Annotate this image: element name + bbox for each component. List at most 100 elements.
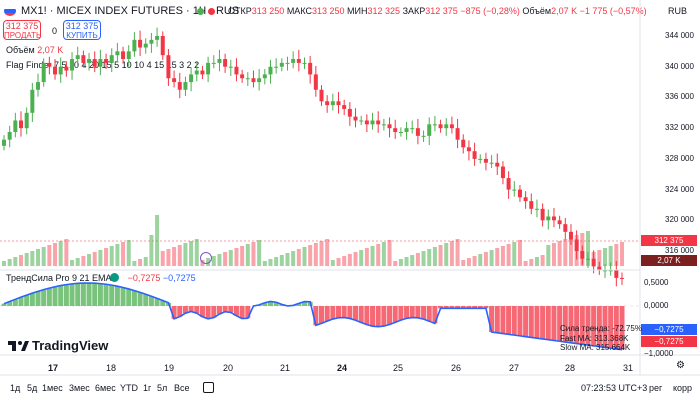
price-axis-label: 324 000: [665, 184, 694, 194]
candle-body: [7, 132, 12, 140]
timeframe-button[interactable]: 5л: [157, 383, 168, 393]
candle-body: [620, 277, 624, 279]
volume-bar: [517, 240, 522, 266]
date-range-calendar-icon[interactable]: [203, 382, 214, 393]
candle-body: [568, 231, 573, 240]
volume-indicator-legend[interactable]: Объём 2,07 K: [6, 45, 64, 55]
oscillator-bar: [398, 306, 404, 321]
oscillator-bar: [63, 284, 69, 306]
oscillator-bar: [222, 306, 228, 312]
oscillator-bar: [353, 306, 359, 321]
candle-body: [257, 78, 262, 83]
timeframe-button[interactable]: YTD: [120, 383, 138, 393]
ohlc-legend: ОТКР313 250 МАКС313 250 МИН312 325 ЗАКР3…: [228, 6, 647, 16]
oscillator-bar: [500, 306, 506, 334]
indicator-settings-icon[interactable]: [110, 273, 119, 282]
candle-body: [296, 59, 301, 63]
volume-bar: [217, 254, 222, 266]
oscillator-bar: [154, 298, 160, 306]
volume-bar: [608, 246, 613, 266]
timeframe-button[interactable]: 1мес: [42, 383, 63, 393]
timeframe-button[interactable]: 1д: [10, 383, 21, 393]
candle-body: [36, 82, 41, 90]
volume-bar: [404, 257, 409, 266]
oscillator-bar: [296, 303, 302, 306]
timeframe-button[interactable]: 5д: [27, 383, 38, 393]
volume-bar: [87, 254, 92, 266]
clock-label[interactable]: 07:23:53 UTC+3: [581, 383, 648, 393]
trend-indicator-legend[interactable]: ТрендСила Pro 9 21 EMA −0,7275 −0,7275: [6, 273, 196, 283]
oscillator-bar: [92, 283, 98, 306]
data-source-icon[interactable]: [208, 8, 215, 15]
volume-bar: [172, 247, 177, 266]
timeframe-button[interactable]: 6мес: [95, 383, 116, 393]
volume-bar: [126, 240, 131, 266]
candle-body: [319, 89, 324, 102]
oscillator-bar: [29, 293, 35, 306]
timeframe-button[interactable]: Все: [174, 383, 190, 393]
oscillator-bar: [69, 283, 75, 306]
candle-body: [517, 189, 522, 198]
oscillator-bar: [126, 288, 132, 306]
volume-bar: [274, 257, 279, 266]
oscillator-bar: [160, 300, 166, 306]
candle-body: [489, 162, 494, 164]
oscillator-line: [3, 282, 623, 351]
candle-body: [500, 166, 505, 179]
oscillator-bar: [35, 291, 41, 306]
oscillator-bar: [551, 306, 557, 341]
oscillator-bar: [574, 306, 580, 344]
candle-body: [342, 105, 347, 109]
replay-marker-icon[interactable]: [200, 252, 212, 264]
timeframe-button[interactable]: 1г: [143, 383, 152, 393]
sell-button[interactable]: 312 375 ПРОДАТЬ: [3, 20, 42, 40]
candle-body: [393, 128, 398, 132]
oscillator-bar: [267, 301, 273, 306]
time-axis-label: 26: [451, 363, 462, 373]
session-label[interactable]: рег: [649, 383, 663, 393]
chart-settings-gear-icon[interactable]: ⚙: [676, 360, 685, 371]
candle-body: [455, 128, 460, 140]
candle-body: [574, 239, 579, 252]
candle-body: [580, 251, 585, 259]
oscillator-bar: [443, 306, 449, 309]
oscillator-bar: [233, 306, 239, 316]
osc-value-tag: −0,7275: [641, 324, 697, 335]
spread-value: 0: [52, 26, 58, 36]
candle-body: [415, 128, 420, 136]
oscillator-bar: [432, 306, 438, 324]
oscillator-bar: [262, 302, 268, 306]
osc-value-tag: −0,7275: [641, 336, 697, 347]
volume-bar: [279, 255, 284, 266]
oscillator-bar: [239, 306, 245, 319]
adjust-label[interactable]: корр: [673, 383, 693, 393]
volume-bar: [529, 259, 534, 266]
buy-button[interactable]: 312 375 КУПИТЬ: [63, 20, 101, 40]
oscillator-bar: [562, 306, 568, 343]
candle-body: [291, 59, 296, 63]
oscillator-bar: [137, 292, 143, 306]
flag-finder-legend[interactable]: Flag Finder 7,5 10 4 20 15 5 10 10 4 15 …: [6, 60, 200, 70]
volume-bar: [415, 253, 420, 266]
volume-bar: [92, 252, 97, 266]
oscillator-bar: [131, 290, 137, 306]
volume-bar: [240, 246, 245, 266]
tradingview-logo[interactable]: TradingView: [8, 337, 108, 355]
candle-body: [251, 78, 256, 83]
oscillator-bar: [579, 306, 585, 345]
oscillator-bar: [211, 306, 217, 318]
volume-bar: [557, 241, 562, 266]
volume-bar: [7, 259, 12, 266]
candle-body: [614, 270, 619, 278]
oscillator-bar: [460, 306, 466, 309]
time-axis-label: 24: [337, 363, 348, 373]
symbol-title[interactable]: MX1! · MICEX INDEX FUTURES · 1Ч · RUS: [21, 5, 240, 17]
volume-bar: [98, 250, 103, 266]
timeframe-button[interactable]: 3мес: [69, 383, 90, 393]
market-status-icon[interactable]: [197, 8, 204, 15]
volume-bar: [602, 248, 607, 266]
candle-body: [149, 39, 154, 44]
currency-label[interactable]: RUB: [668, 6, 688, 16]
candle-body: [268, 66, 273, 75]
